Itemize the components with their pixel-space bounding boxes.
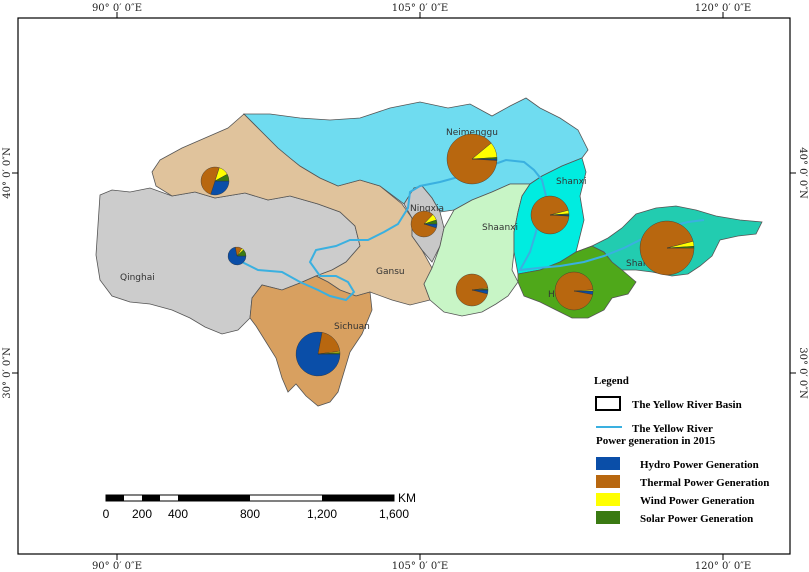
pie-gansu-north-hydro-slice [210,180,230,196]
legend-basin-swatch [595,396,621,411]
label-qinghai: Qinghai [120,273,155,283]
pie-charts [200,133,695,377]
pie-gansu-north-solar-slice [214,173,230,182]
lon-label-top-120: 120° 0′ 0″E [695,3,751,14]
label-shaanxi: Shaanxi [482,223,518,233]
label-neimenggu: Neimenggu [446,128,498,138]
scale-label-800: 800 [240,507,260,521]
legend-power-title: Power generation in 2015 [596,435,716,447]
lon-label-bottom-120: 120° 0′ 0″E [695,561,751,572]
legend-hydro-swatch [596,457,620,470]
frame-ticks [12,12,796,560]
label-sichuan: Sichuan [334,322,370,332]
scale-label-400: 400 [168,507,188,521]
legend: Legend The Yellow River Basin The Yellow… [594,375,769,525]
legend-solar-swatch [596,511,620,524]
pie-henan-wind-slice [573,289,594,292]
scale-bar: KM 0 200 400 800 1,200 1,600 [103,491,416,521]
yellow-river-line [237,158,705,302]
lon-label-bottom-90: 90° 0′ 0″E [92,561,142,572]
scale-label-1200: 1,200 [307,507,337,521]
scale-label-1600: 1,600 [379,507,409,521]
pie-shanxi-solar-slice [549,213,570,216]
legend-basin-label: The Yellow River Basin [632,399,742,411]
legend-title: Legend [594,375,629,387]
pie-shaanxi-thermal-slice [455,273,489,307]
pie-gansu-north-thermal-slice [200,166,220,195]
legend-wind-swatch [596,493,620,506]
pie-shandong-solar-slice [666,246,695,249]
label-shanxi: Shanxi [556,177,586,187]
scale-label-200: 200 [132,507,152,521]
legend-hydro-label: Hydro Power Generation [640,459,759,471]
pie-qinghai-solar-slice [236,249,247,257]
legend-thermal-swatch [596,475,620,488]
region-shaanxi [423,183,531,317]
scale-label-0: 0 [103,507,110,521]
lat-label-left-30: 30° 0′ 0″N [2,347,13,399]
scale-unit: KM [398,491,416,505]
provinces [95,97,763,407]
lat-label-right-30: 30° 0′ 0″N [797,347,808,399]
label-ningxia: Ningxia [410,204,444,214]
pie-shaanxi-solar-slice [471,288,489,291]
pie-sichuan-solar-slice [317,352,341,355]
lat-label-left-40: 40° 0′ 0″N [2,147,13,199]
pie-ningxia-solar-slice [423,219,438,225]
pie-neimenggu-solar-slice [471,157,498,160]
label-gansu: Gansu [376,267,405,277]
lon-label-bottom-105: 105° 0′ 0″E [392,561,448,572]
legend-wind-label: Wind Power Generation [640,495,754,507]
lat-label-right-40: 40° 0′ 0″N [797,147,808,199]
lon-label-top-90: 90° 0′ 0″E [92,3,142,14]
legend-thermal-label: Thermal Power Generation [640,477,769,489]
lon-label-top-105: 105° 0′ 0″E [392,3,448,14]
legend-river-label: The Yellow River [632,423,713,435]
legend-solar-label: Solar Power Generation [640,513,753,525]
